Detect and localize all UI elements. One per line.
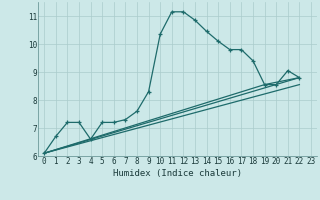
X-axis label: Humidex (Indice chaleur): Humidex (Indice chaleur) (113, 169, 242, 178)
